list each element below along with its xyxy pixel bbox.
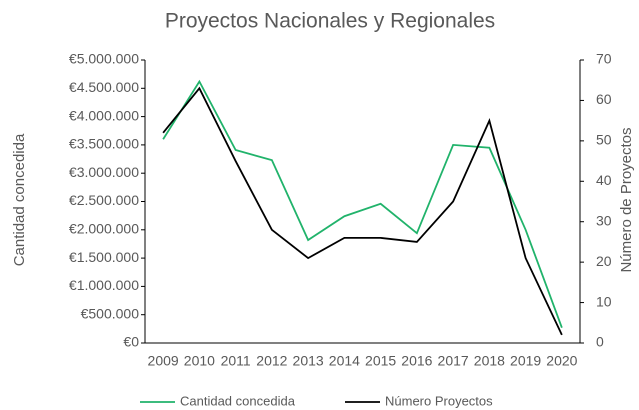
y2-tick-label: 70 [596,51,612,67]
x-tick-label: 2020 [546,353,577,369]
y2-tick-label: 40 [596,172,612,188]
y-tick-label: €4.500.000 [69,79,139,95]
y2-axis-label: Número de Proyectos [618,127,635,272]
series-line [162,79,563,329]
chart-title: Proyectos Nacionales y Regionales [165,10,495,33]
x-tick-label: 2019 [510,353,541,369]
y-tick-label: €3.000.000 [69,164,139,180]
y2-tick-label: 30 [596,212,612,228]
series-line [162,86,563,336]
y-tick-label: €1.000.000 [69,277,139,293]
y2-tick-label: 20 [596,253,612,269]
x-tick-label: 2009 [148,353,179,369]
y2-tick-label: 60 [596,91,612,107]
legend-label: Número Proyectos [385,393,493,408]
x-tick-label: 2010 [184,353,215,369]
y-tick-label: €0 [123,334,139,350]
x-tick-label: 2017 [438,353,469,369]
y-tick-label: €1.500.000 [69,249,139,265]
y-tick-label: €3.500.000 [69,136,139,152]
x-tick-label: 2011 [221,353,251,369]
y2-tick-label: 0 [596,334,604,350]
x-tick-label: 2016 [401,353,432,369]
y2-tick-label: 10 [596,293,612,309]
y-tick-label: €2.000.000 [69,221,139,237]
y-axis-label: Cantidad concedida [11,133,28,266]
y2-tick-label: 50 [596,132,612,148]
x-tick-label: 2014 [329,353,360,369]
x-tick-label: 2018 [474,353,505,369]
y-tick-label: €2.500.000 [69,192,139,208]
x-tick-label: 2012 [256,353,287,369]
legend-label: Cantidad concedida [180,393,296,408]
y-tick-label: €4.000.000 [69,107,139,123]
x-tick-label: 2013 [293,353,324,369]
x-tick-label: 2015 [365,353,396,369]
y-tick-label: €500.000 [81,305,140,321]
y-tick-label: €5.000.000 [69,51,139,67]
